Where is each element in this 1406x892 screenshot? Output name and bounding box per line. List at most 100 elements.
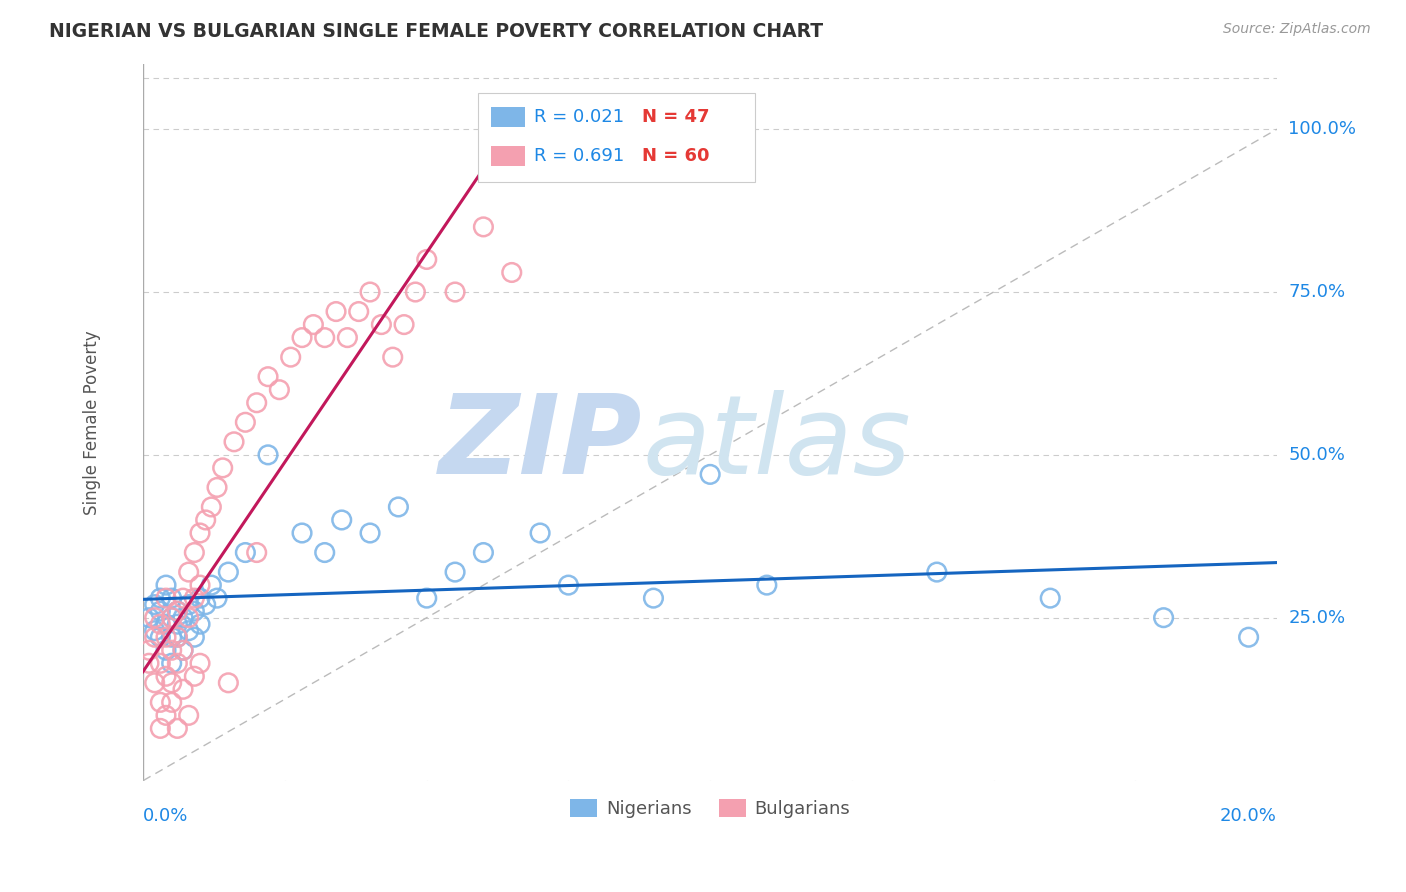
Text: atlas: atlas [643, 391, 911, 497]
Point [160, 591, 183, 606]
Point [188, 657, 211, 671]
Point [222, 434, 245, 449]
Point [160, 610, 183, 624]
Text: 100.0%: 100.0% [1288, 120, 1357, 138]
Point [149, 591, 172, 606]
Point [205, 480, 228, 494]
Point [235, 545, 257, 559]
Text: ZIP: ZIP [439, 391, 643, 497]
Text: NIGERIAN VS BULGARIAN SINGLE FEMALE POVERTY CORRELATION CHART: NIGERIAN VS BULGARIAN SINGLE FEMALE POVE… [49, 22, 824, 41]
Point [1039, 591, 1062, 606]
FancyBboxPatch shape [491, 107, 526, 127]
Point [211, 461, 233, 475]
Text: Source: ZipAtlas.com: Source: ZipAtlas.com [1223, 22, 1371, 37]
Point [235, 415, 257, 429]
Point [755, 578, 778, 592]
Point [359, 285, 381, 299]
Point [155, 643, 177, 657]
Point [501, 265, 523, 279]
Text: 25.0%: 25.0% [1288, 608, 1346, 627]
Point [205, 591, 228, 606]
Point [925, 565, 948, 579]
FancyBboxPatch shape [478, 93, 755, 182]
Point [291, 330, 314, 344]
Point [183, 669, 205, 683]
Point [359, 526, 381, 541]
Point [183, 604, 205, 618]
Point [1237, 630, 1260, 644]
Point [183, 545, 205, 559]
Point [194, 513, 217, 527]
Point [217, 675, 239, 690]
Point [257, 369, 280, 384]
Point [257, 448, 280, 462]
Point [155, 591, 177, 606]
Point [143, 624, 166, 638]
Point [138, 657, 160, 671]
Point [172, 610, 194, 624]
Point [330, 513, 353, 527]
Text: R = 0.691: R = 0.691 [534, 147, 624, 165]
Point [194, 598, 217, 612]
Point [643, 591, 665, 606]
Point [143, 598, 166, 612]
Point [291, 526, 314, 541]
Text: Single Female Poverty: Single Female Poverty [83, 330, 101, 515]
Text: N = 60: N = 60 [643, 147, 710, 165]
Point [155, 617, 177, 632]
Point [246, 396, 269, 410]
Point [166, 722, 188, 736]
FancyBboxPatch shape [491, 146, 526, 166]
Point [404, 285, 426, 299]
Point [177, 624, 200, 638]
Point [302, 318, 325, 332]
Point [183, 591, 205, 606]
Point [160, 657, 183, 671]
Point [269, 383, 291, 397]
Point [177, 598, 200, 612]
Point [138, 610, 160, 624]
Text: 50.0%: 50.0% [1288, 446, 1346, 464]
Point [177, 565, 200, 579]
Point [155, 708, 177, 723]
Point [172, 591, 194, 606]
Point [143, 630, 166, 644]
Point [155, 578, 177, 592]
Point [557, 578, 579, 592]
Point [416, 591, 439, 606]
Point [149, 617, 172, 632]
Point [416, 252, 439, 267]
Point [200, 500, 222, 514]
Point [177, 708, 200, 723]
Point [177, 610, 200, 624]
Point [246, 545, 269, 559]
Point [444, 285, 467, 299]
Point [166, 657, 188, 671]
Point [217, 565, 239, 579]
Text: N = 47: N = 47 [643, 108, 710, 126]
Point [472, 545, 495, 559]
Point [166, 617, 188, 632]
Point [155, 669, 177, 683]
Point [166, 630, 188, 644]
Text: 20.0%: 20.0% [1220, 806, 1277, 824]
Point [188, 578, 211, 592]
Point [392, 318, 415, 332]
Point [160, 675, 183, 690]
Point [381, 350, 404, 364]
Text: 0.0%: 0.0% [143, 806, 188, 824]
Point [444, 565, 467, 579]
Point [172, 682, 194, 697]
Point [325, 304, 347, 318]
Point [314, 330, 336, 344]
Point [155, 630, 177, 644]
Point [143, 675, 166, 690]
Point [160, 630, 183, 644]
Point [280, 350, 302, 364]
Point [314, 545, 336, 559]
Point [149, 722, 172, 736]
Point [172, 643, 194, 657]
Point [166, 630, 188, 644]
Point [188, 617, 211, 632]
Point [183, 630, 205, 644]
